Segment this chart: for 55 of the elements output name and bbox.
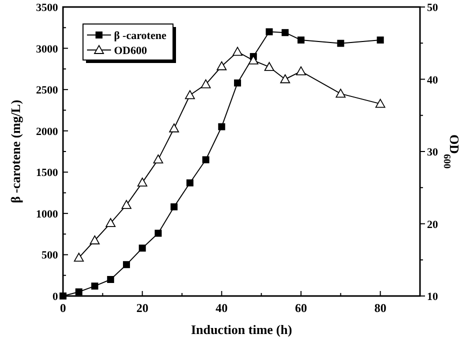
point (154, 230, 162, 237)
point (280, 74, 290, 84)
point (282, 29, 289, 36)
point (75, 288, 82, 296)
point (106, 218, 116, 227)
x-tick-label: 20 (136, 301, 148, 315)
point (170, 203, 178, 210)
point (248, 56, 258, 64)
point (234, 79, 242, 86)
point (186, 179, 194, 186)
point (375, 98, 386, 108)
y-tick-label: 1500 (36, 167, 58, 180)
point (376, 36, 384, 44)
legend-label: OD600 (114, 45, 148, 57)
y-tick-label: 3500 (36, 2, 58, 14)
point (232, 46, 242, 56)
x-tick-label: 40 (216, 301, 228, 315)
point (60, 292, 66, 300)
point (264, 62, 274, 71)
point (91, 282, 98, 290)
y-tick-label: 2500 (36, 84, 58, 97)
point (169, 123, 180, 132)
point (200, 79, 211, 88)
x-tick-label: 80 (374, 301, 386, 315)
point (107, 276, 114, 283)
y-tick-label: 3000 (36, 43, 58, 56)
legend-label: β -carotene (114, 30, 166, 42)
y-tick-label: 0 (52, 291, 58, 303)
point (336, 88, 346, 98)
point (74, 252, 84, 262)
point (296, 66, 306, 76)
y2-tick-label: 20 (427, 218, 438, 231)
point (122, 200, 132, 209)
point (137, 178, 148, 187)
point (153, 154, 164, 164)
y-tick-label: 500 (42, 250, 58, 262)
point (337, 40, 344, 47)
y2-tick-label: 10 (427, 291, 438, 303)
point (216, 61, 227, 70)
point (184, 90, 195, 100)
y2-tick-label: 30 (427, 146, 438, 158)
y-axis-title: β -carotene (mg/L) (8, 100, 23, 204)
x-axis-title: Induction time (h) (190, 322, 292, 337)
y-tick-label: 2000 (36, 126, 58, 138)
y2-tick-label: 50 (427, 2, 438, 14)
point (298, 36, 304, 44)
point (218, 123, 226, 130)
y-tick-label: 1000 (36, 208, 58, 220)
point (138, 244, 146, 252)
point (90, 235, 100, 244)
point (266, 28, 273, 36)
point (202, 156, 210, 164)
y2-tick-label: 40 (427, 74, 438, 86)
x-tick-label: 60 (295, 301, 307, 315)
point (122, 261, 130, 268)
